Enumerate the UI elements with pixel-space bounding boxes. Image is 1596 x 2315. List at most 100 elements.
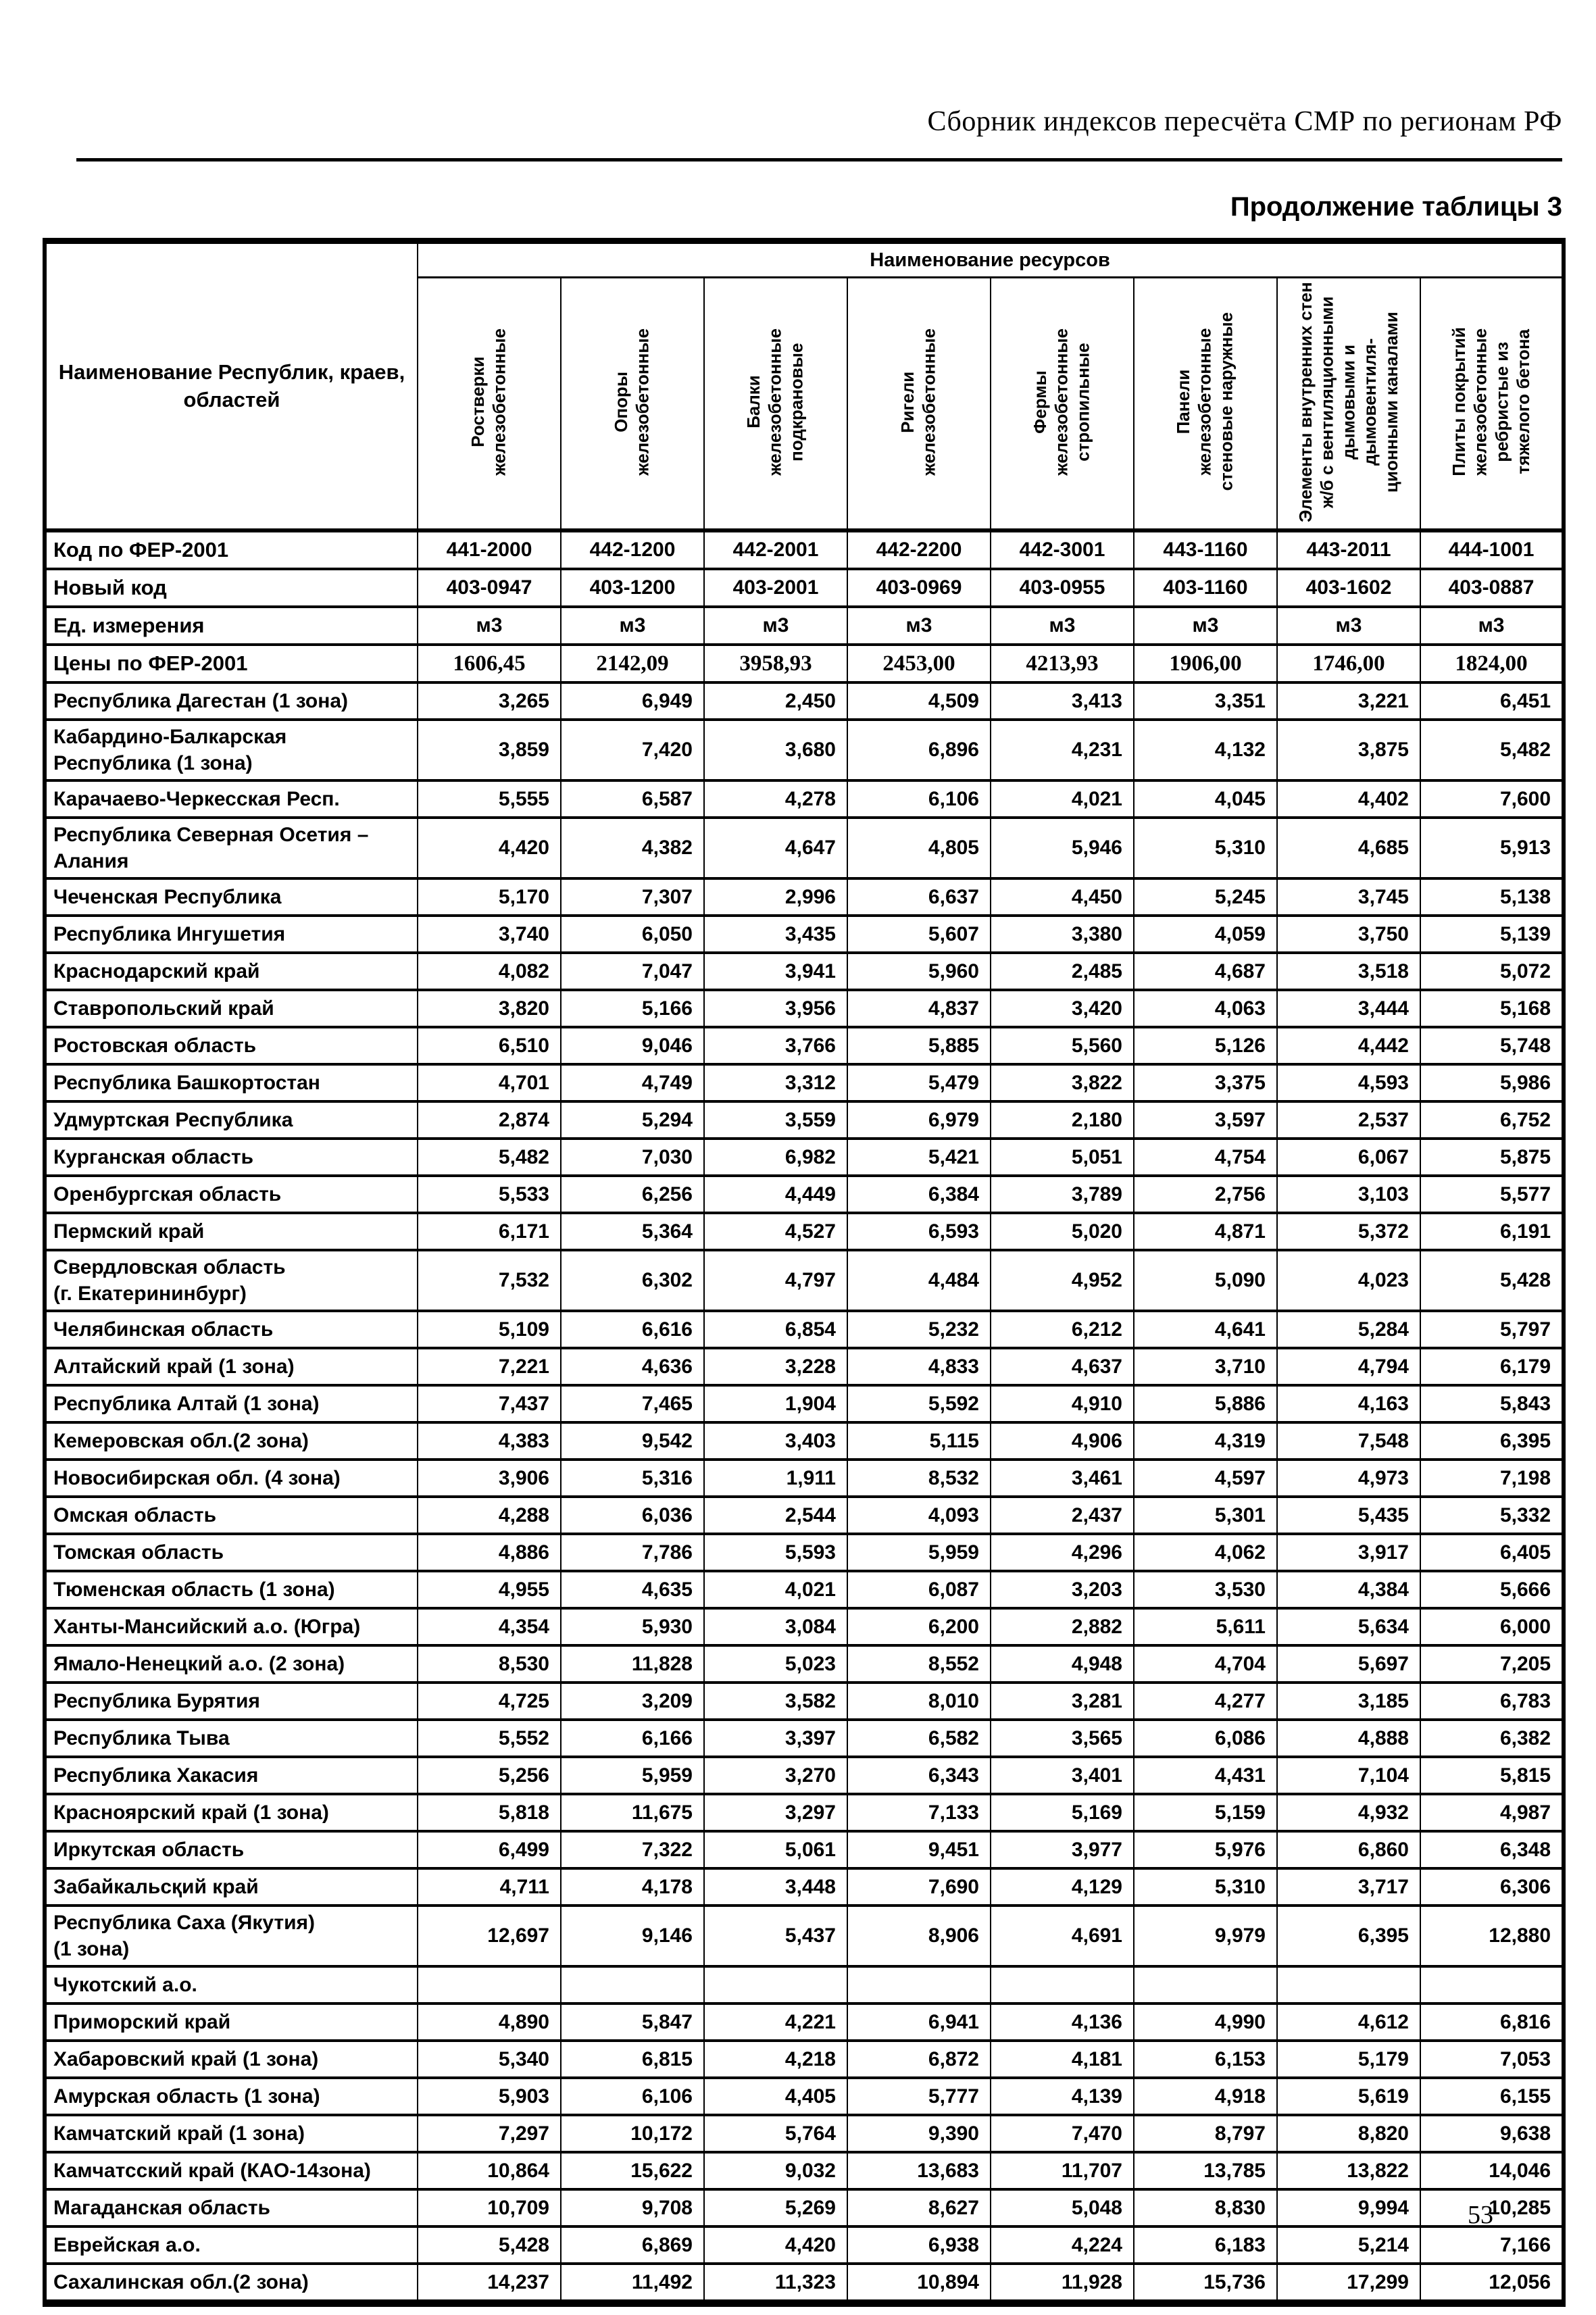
value-cell: 4,082 [417,953,561,990]
column-header-rigeli: Ригели железобетонные [847,277,991,530]
table-row: Камчатский край (1 зона) 7,297 10,172 5,764… [44,2115,1564,2152]
value-cell: 7,221 [417,1348,561,1385]
value-cell: 5,903 [417,2078,561,2115]
value-cell: 10,894 [847,2264,991,2304]
value-cell: 4,890 [417,2003,561,2041]
value-cell: 14,237 [417,2264,561,2304]
region-name-cell: Амурская область (1 зона) [44,2078,418,2115]
value-cell: 5,269 [703,2189,847,2226]
table-row: Приморский край 4,890 5,847 4,221 6,941 4,136… [44,2003,1564,2041]
column-header-fermy: Фермы железобетонные стропильные [990,277,1134,530]
column-header-label: Плиты покрытий железобетонные ребристые … [1448,327,1533,476]
meta-value-cell: 442-2001 [703,530,847,569]
value-cell: 5,815 [1419,1757,1564,1794]
value-cell: 14,046 [1419,2152,1564,2189]
value-cell: 9,638 [1419,2115,1564,2152]
value-cell: 6,499 [417,1831,561,1868]
value-cell: 2,756 [1133,1176,1277,1213]
value-cell: 4,749 [560,1064,704,1101]
value-cell: 4,833 [847,1348,991,1385]
value-cell: 7,166 [1419,2226,1564,2264]
value-cell: 5,764 [703,2115,847,2152]
value-cell: 3,281 [990,1683,1134,1720]
table-row: Ямало-Ненецкий а.о. (2 зона) 8,530 11,828 5… [44,1645,1564,1683]
value-cell: 3,530 [1133,1571,1277,1608]
value-cell: 3,820 [417,990,561,1027]
value-cell: 3,956 [703,990,847,1027]
table-row: Республика Тыва 5,552 6,166 3,397 6,582 3,565… [44,1720,1564,1757]
column-header-label: Балки железобетонные подкрановые [743,328,807,476]
value-cell: 4,918 [1133,2078,1277,2115]
value-cell: 5,023 [703,1645,847,1683]
value-cell: 6,153 [1133,2041,1277,2078]
value-cell: 5,960 [847,953,991,990]
value-cell: 3,444 [1276,990,1420,1027]
value-cell: 4,420 [417,818,561,878]
value-cell: 3,906 [417,1460,561,1497]
value-cell: 4,704 [1133,1645,1277,1683]
value-cell: 7,030 [560,1139,704,1176]
value-cell: 5,301 [1133,1497,1277,1534]
value-cell: 7,470 [990,2115,1134,2152]
value-cell: 7,297 [417,2115,561,2152]
value-cell: 5,666 [1419,1571,1564,1608]
value-cell: 6,783 [1419,1683,1564,1720]
region-name-cell: Оренбургская область [44,1176,418,1213]
meta-value-cell: 3958,93 [703,645,847,682]
table-row: Республика Ингушетия 3,740 6,050 3,435 5,607… [44,916,1564,953]
column-header-elementy-sten: Элементы внутренних стен ж/б с вентиляци… [1276,277,1420,530]
value-cell: 2,874 [417,1101,561,1139]
region-name-cell: Тюменская область (1 зона) [44,1571,418,1608]
value-cell: 5,930 [560,1608,704,1645]
value-cell: 3,710 [1133,1348,1277,1385]
value-cell: 2,996 [703,878,847,916]
column-header-plity: Плиты покрытий железобетонные ребристые … [1419,277,1564,530]
value-cell: 6,106 [847,780,991,818]
value-cell: 5,214 [1276,2226,1420,2264]
value-cell: 9,708 [560,2189,704,2226]
value-cell: 6,382 [1419,1720,1564,1757]
value-cell: 4,484 [847,1250,991,1311]
value-cell: 6,179 [1419,1348,1564,1385]
value-cell: 4,431 [1133,1757,1277,1794]
meta-label-cell: Ед. измерения [44,607,418,645]
table-row: Свердловская область (г. Екатерининбург)… [44,1250,1564,1311]
meta-row: Код по ФЕР-2001 441-2000 442-1200 442-2001 4… [44,530,1564,569]
meta-value-cell: м3 [703,607,847,645]
value-cell: 4,231 [990,720,1134,780]
value-cell: 5,310 [1133,818,1277,878]
meta-value-cell: 444-1001 [1419,530,1564,569]
table-row: Еврейская а.о. 5,428 6,869 4,420 6,938 4,224 6… [44,2226,1564,2264]
value-cell: 6,343 [847,1757,991,1794]
value-cell: 8,820 [1276,2115,1420,2152]
value-cell: 3,297 [703,1794,847,1831]
value-cell: 4,181 [990,2041,1134,2078]
value-cell: 3,582 [703,1683,847,1720]
value-cell: 4,402 [1276,780,1420,818]
value-cell: 4,593 [1276,1064,1420,1101]
value-cell [1276,1966,1420,2003]
meta-value-cell: 443-1160 [1133,530,1277,569]
value-cell: 4,021 [990,780,1134,818]
region-name-cell: Сахалинская обл.(2 зона) [44,2264,418,2304]
value-cell: 7,532 [417,1250,561,1311]
value-cell: 5,316 [560,1460,704,1497]
document-title: Сборник индексов пересчёта СМР по регион… [927,106,1562,137]
value-cell: 4,647 [703,818,847,878]
region-name-cell: Красноярский край (1 зона) [44,1794,418,1831]
region-name-cell: Камчатсский край (КАО-14зона) [44,2152,418,2189]
value-cell [417,1966,561,2003]
meta-label-cell: Цены по ФЕР-2001 [44,645,418,682]
value-cell: 4,725 [417,1683,561,1720]
value-cell: 4,794 [1276,1348,1420,1385]
value-cell: 4,910 [990,1385,1134,1422]
value-cell: 4,062 [1133,1534,1277,1571]
value-cell: 6,155 [1419,2078,1564,2115]
table-body: Код по ФЕР-2001 441-2000 442-1200 442-2001 4… [44,530,1564,2304]
value-cell: 6,616 [560,1311,704,1348]
value-cell: 5,875 [1419,1139,1564,1176]
value-cell: 4,701 [417,1064,561,1101]
value-cell: 17,299 [1276,2264,1420,2304]
column-header-label: Элементы внутренних стен ж/б с вентиляци… [1295,281,1401,522]
